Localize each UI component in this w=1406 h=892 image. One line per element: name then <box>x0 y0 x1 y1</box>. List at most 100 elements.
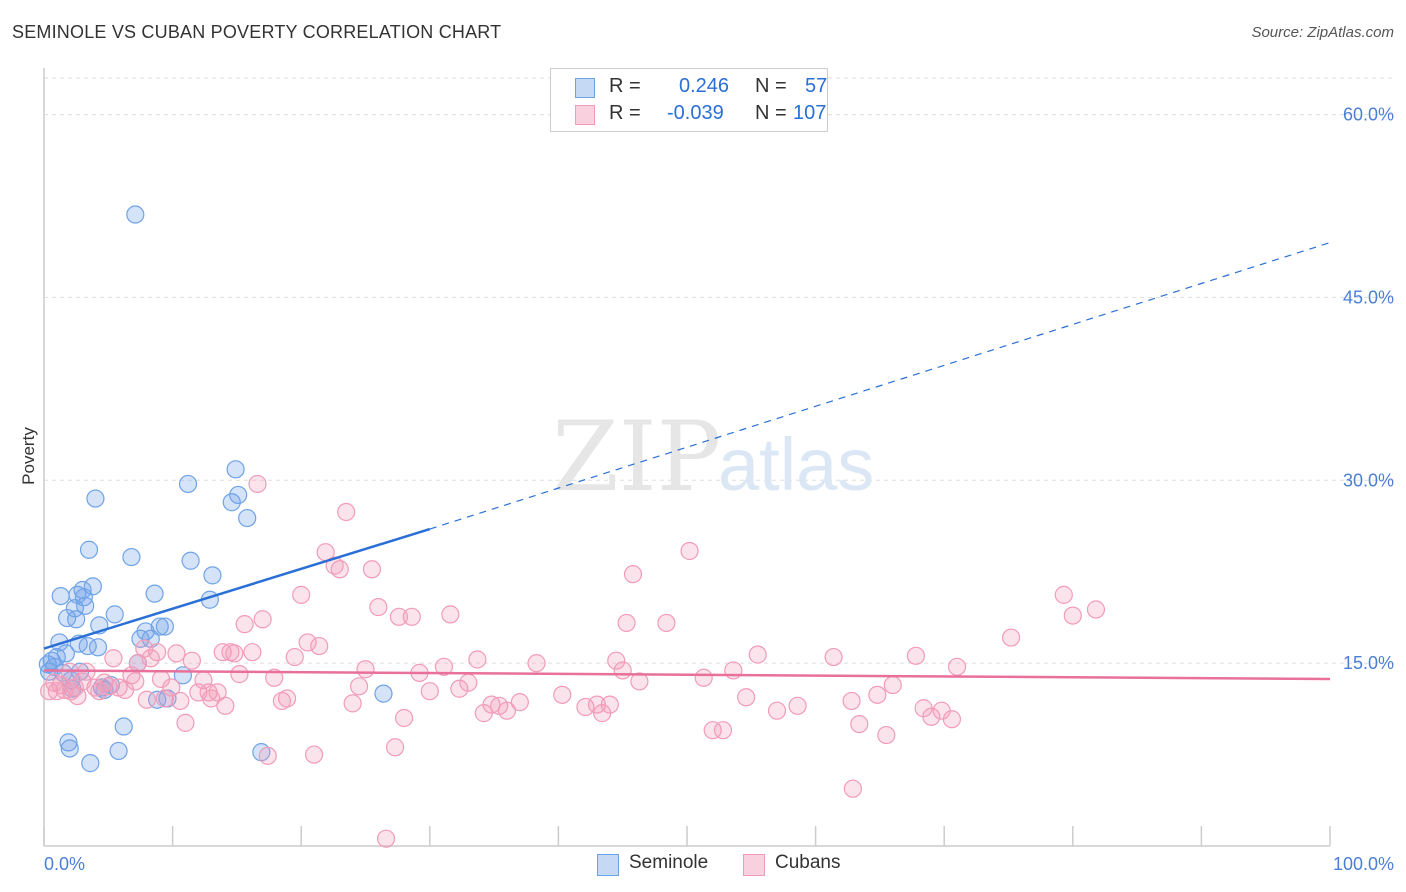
point-seminole <box>73 580 92 600</box>
point-cubans <box>1063 606 1082 625</box>
point-cubans <box>703 721 722 740</box>
point-seminole <box>181 551 200 570</box>
point-cubans <box>298 633 317 652</box>
point-cubans <box>292 585 311 604</box>
point-cubans <box>576 697 595 717</box>
point-cubans <box>613 661 632 680</box>
point-cubans <box>607 651 626 670</box>
point-cubans <box>356 660 375 679</box>
point-cubans <box>842 691 861 711</box>
point-cubans <box>369 597 388 617</box>
trend-line-seminole-projection <box>429 241 1331 530</box>
axis-labels: 15.0% 30.0% 45.0% 60.0% 0.0% 100.0% Poverty <box>19 105 1394 874</box>
point-cubans <box>623 565 643 584</box>
source-label: Source: ZipAtlas.com <box>1251 24 1394 41</box>
point-seminole <box>229 485 248 505</box>
point-cubans <box>148 643 167 662</box>
point-cubans <box>167 644 186 663</box>
point-seminole <box>81 754 100 773</box>
point-cubans <box>90 682 109 701</box>
point-seminole <box>222 493 241 512</box>
point-cubans <box>737 688 756 707</box>
point-cubans <box>713 721 733 740</box>
trend-line-seminole <box>43 527 431 650</box>
point-cubans <box>497 701 517 720</box>
y-tick-label: 60.0% <box>1343 105 1394 125</box>
point-seminole <box>86 489 105 508</box>
watermark-atlas: atlas <box>718 423 874 506</box>
point-seminole <box>238 508 257 528</box>
point-cubans <box>459 673 478 692</box>
y-tick-label: 30.0% <box>1343 470 1394 490</box>
point-cubans <box>868 685 887 704</box>
point-cubans <box>216 696 235 715</box>
point-cubans <box>1086 600 1106 619</box>
legend-r-value-seminole: 0.246 <box>679 75 730 97</box>
point-cubans <box>394 708 414 728</box>
x-tick-label-min: 0.0% <box>44 854 85 874</box>
point-cubans <box>510 693 529 712</box>
point-cubans <box>788 696 807 715</box>
point-seminole <box>83 577 102 596</box>
point-cubans <box>1001 628 1021 647</box>
point-cubans <box>208 683 227 702</box>
point-cubans <box>680 541 699 561</box>
legend-r-label: R = <box>609 102 641 124</box>
point-seminole <box>114 717 133 736</box>
point-seminole <box>76 596 95 615</box>
point-seminole <box>47 647 66 667</box>
point-cubans <box>468 650 487 669</box>
legend-n-value-seminole: 57 <box>805 75 828 97</box>
point-cubans <box>600 695 619 714</box>
point-cubans <box>230 665 249 684</box>
y-axis-title: Poverty <box>19 427 38 485</box>
point-seminole <box>51 586 70 606</box>
point-cubans <box>389 607 409 626</box>
point-cubans <box>402 607 421 626</box>
point-cubans <box>630 672 649 691</box>
point-cubans <box>850 714 869 734</box>
trend-line-cubans <box>43 669 1331 681</box>
point-cubans <box>482 695 501 714</box>
point-seminole <box>126 205 145 224</box>
gridlines <box>44 77 1394 664</box>
point-seminole <box>374 684 393 703</box>
point-cubans <box>265 668 284 687</box>
point-cubans <box>657 613 676 633</box>
point-seminole <box>122 547 141 567</box>
point-cubans <box>420 682 439 701</box>
point-cubans <box>922 707 941 726</box>
point-cubans <box>617 613 636 633</box>
legend-n-label: N = <box>755 75 787 97</box>
point-cubans <box>843 779 862 798</box>
legend-n-label: N = <box>755 102 787 124</box>
point-cubans <box>376 829 396 848</box>
point-cubans <box>947 657 967 676</box>
correlation-legend: R = 0.246 N = 57 R = -0.039 N = 107 <box>550 68 828 132</box>
point-cubans <box>724 661 743 680</box>
point-seminole <box>50 633 69 652</box>
point-cubans <box>176 713 195 732</box>
bottom-legend-swatch-cubans <box>743 854 765 876</box>
point-cubans <box>126 672 145 691</box>
y-tick-label: 45.0% <box>1343 287 1394 307</box>
point-cubans <box>1054 585 1073 604</box>
point-seminole <box>105 605 124 624</box>
point-cubans <box>243 643 262 662</box>
point-cubans <box>942 710 962 729</box>
point-cubans <box>310 636 329 656</box>
point-cubans <box>587 695 607 714</box>
point-cubans <box>248 474 267 494</box>
bottom-legend-label-cubans: Cubans <box>775 852 841 873</box>
bottom-legend-swatch-seminole <box>597 854 619 876</box>
point-cubans <box>330 560 349 579</box>
point-cubans <box>883 675 902 695</box>
point-seminole <box>59 733 78 752</box>
point-cubans <box>441 605 460 624</box>
point-cubans <box>253 610 272 629</box>
point-cubans <box>527 654 546 673</box>
point-cubans <box>553 685 572 704</box>
point-cubans <box>767 701 787 720</box>
point-cubans <box>694 668 713 687</box>
point-seminole <box>178 474 198 494</box>
